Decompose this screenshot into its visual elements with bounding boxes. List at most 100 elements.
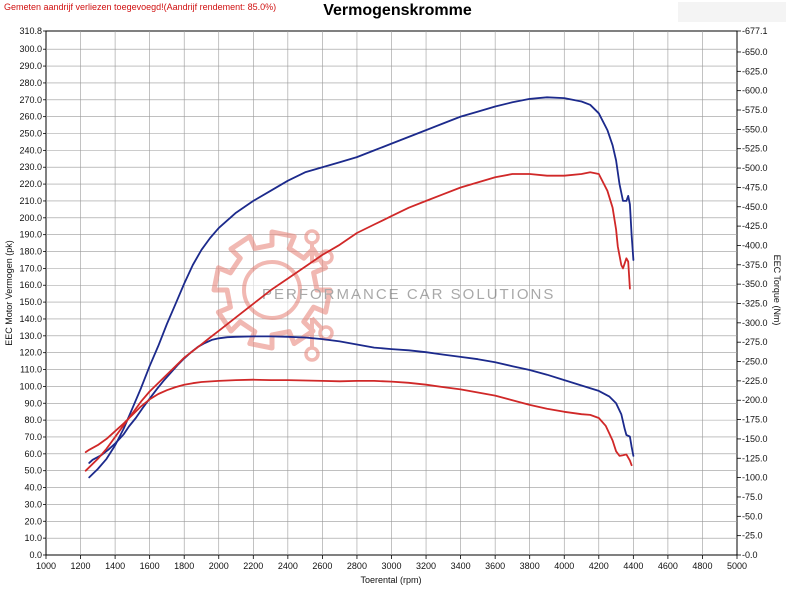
y2-tick-label: -625.0 <box>742 66 768 76</box>
y-tick-label: 280.0 <box>19 78 42 88</box>
x-tick-label: 2400 <box>278 561 298 571</box>
x-tick-label: 4800 <box>692 561 712 571</box>
y2-axis-label: EEC Torque (Nm) <box>772 255 782 326</box>
x-tick-label: 3600 <box>485 561 505 571</box>
y2-tick-label: -0.0 <box>742 550 758 560</box>
x-tick-label: 2800 <box>347 561 367 571</box>
x-tick-label: 1200 <box>71 561 91 571</box>
x-tick-label: 1400 <box>105 561 125 571</box>
y-tick-label: 70.0 <box>24 432 42 442</box>
y-tick-label: 120.0 <box>19 348 42 358</box>
y-tick-label: 110.0 <box>20 365 42 375</box>
y2-tick-label: -275.0 <box>742 337 768 347</box>
grid-lines <box>46 31 737 555</box>
y2-tick-label: -300.0 <box>742 318 768 328</box>
y-tick-label: 80.0 <box>24 415 42 425</box>
y-tick-label: 90.0 <box>24 398 42 408</box>
x-tick-label: 2000 <box>209 561 229 571</box>
x-tick-label: 2600 <box>312 561 332 571</box>
x-tick-label: 4600 <box>658 561 678 571</box>
x-tick-label: 1800 <box>174 561 194 571</box>
y2-tick-label: -650.0 <box>742 47 768 57</box>
top-right-panel <box>678 2 786 22</box>
y-tick-label: 220.0 <box>19 179 42 189</box>
y-tick-label: 250.0 <box>19 129 42 139</box>
series-3-torque-line <box>84 378 633 467</box>
x-tick-label: 4200 <box>589 561 609 571</box>
y-tick-label: 240.0 <box>19 145 42 155</box>
y-tick-label: 230.0 <box>19 162 42 172</box>
y2-tick-label: -500.0 <box>742 163 768 173</box>
y-tick-label: 10.0 <box>24 533 42 543</box>
y2-axis-ticks: -0.0 -25.0 -50.0 -75.0 -100.0 -125.0 -150.0 -17… <box>737 26 768 560</box>
y2-tick-label: -475.0 <box>742 182 768 192</box>
watermark-gear-outline <box>211 229 333 351</box>
watermark-circuit-node <box>304 229 320 245</box>
x-axis-ticks: 1000 1200 1400 1600 1800 2000 2200 2400 2600 2800… <box>36 555 747 571</box>
x-tick-label: 1000 <box>36 561 56 571</box>
y2-tick-label: -25.0 <box>742 531 763 541</box>
x-tick-label: 3800 <box>520 561 540 571</box>
y-tick-label: 150.0 <box>19 297 42 307</box>
x-tick-label: 3400 <box>451 561 471 571</box>
y-tick-label: 130.0 <box>19 331 42 341</box>
y-tick-label: 60.0 <box>24 449 42 459</box>
x-tick-label: 5000 <box>727 561 747 571</box>
series-2-power-line <box>88 96 635 479</box>
y2-tick-label: -250.0 <box>742 357 768 367</box>
y2-tick-label: -175.0 <box>742 415 768 425</box>
y-tick-label: 180.0 <box>19 247 42 257</box>
y2-tick-label: -550.0 <box>742 124 768 134</box>
y-tick-label: 0.0 <box>29 550 42 560</box>
y2-tick-label: -150.0 <box>742 434 768 444</box>
series-1-torque-line <box>88 335 635 464</box>
y-tick-label: 190.0 <box>19 230 42 240</box>
y2-tick-label: -600.0 <box>742 86 768 96</box>
y-tick-label: 200.0 <box>19 213 42 223</box>
y2-tick-label: -75.0 <box>742 492 763 502</box>
x-tick-label: 4400 <box>623 561 643 571</box>
y-tick-label: 310.8 <box>19 26 42 36</box>
watermark-circuit-node <box>318 325 334 341</box>
y2-tick-label: -450.0 <box>742 202 768 212</box>
drive-loss-note: Gemeten aandrijf verliezen toegevoegd!(A… <box>4 2 277 12</box>
watermark-text: PERFORMANCE CAR SOLUTIONS <box>262 286 555 303</box>
y2-tick-label: -125.0 <box>742 453 768 463</box>
y2-tick-label: -375.0 <box>742 260 768 270</box>
y2-tick-label: -200.0 <box>742 395 768 405</box>
y2-tick-label: -425.0 <box>742 221 768 231</box>
y-axis-label: EEC Motor Vermogen (pk) <box>4 240 14 346</box>
watermark-circuit-node <box>304 346 320 362</box>
y-tick-label: 290.0 <box>19 61 42 71</box>
chart-title: Vermogenskromme <box>323 2 472 19</box>
y2-tick-label: -677.1 <box>742 26 768 36</box>
y-tick-label: 210.0 <box>19 196 42 206</box>
y-tick-label: 300.0 <box>19 44 42 54</box>
y2-tick-label: -100.0 <box>742 473 768 483</box>
series-4-power-line <box>84 171 631 472</box>
y-tick-label: 40.0 <box>24 483 42 493</box>
y-tick-label: 50.0 <box>24 466 42 476</box>
y2-tick-label: -50.0 <box>742 511 763 521</box>
y-tick-label: 100.0 <box>19 381 42 391</box>
y2-tick-label: -525.0 <box>742 144 768 154</box>
x-tick-label: 3000 <box>381 561 401 571</box>
y2-tick-label: -350.0 <box>742 279 768 289</box>
y-tick-label: 140.0 <box>19 314 42 324</box>
y-tick-label: 30.0 <box>24 499 42 509</box>
y-tick-label: 20.0 <box>24 516 42 526</box>
y-tick-label: 170.0 <box>19 263 42 273</box>
x-axis-label: Toerental (rpm) <box>360 575 421 585</box>
y2-tick-label: -575.0 <box>742 105 768 115</box>
y-axis-ticks: 0.0 10.0 20.0 30.0 40.0 50.0 60.0 70.0 80.0 90.0 1… <box>19 26 46 560</box>
x-tick-label: 2200 <box>243 561 263 571</box>
y2-tick-label: -400.0 <box>742 240 768 250</box>
y2-tick-label: -225.0 <box>742 376 768 386</box>
series-lines <box>84 96 635 479</box>
x-tick-label: 3200 <box>416 561 436 571</box>
x-tick-label: 1600 <box>140 561 160 571</box>
y-tick-label: 270.0 <box>19 95 42 105</box>
y2-tick-label: -325.0 <box>742 298 768 308</box>
y-tick-label: 160.0 <box>19 280 42 290</box>
